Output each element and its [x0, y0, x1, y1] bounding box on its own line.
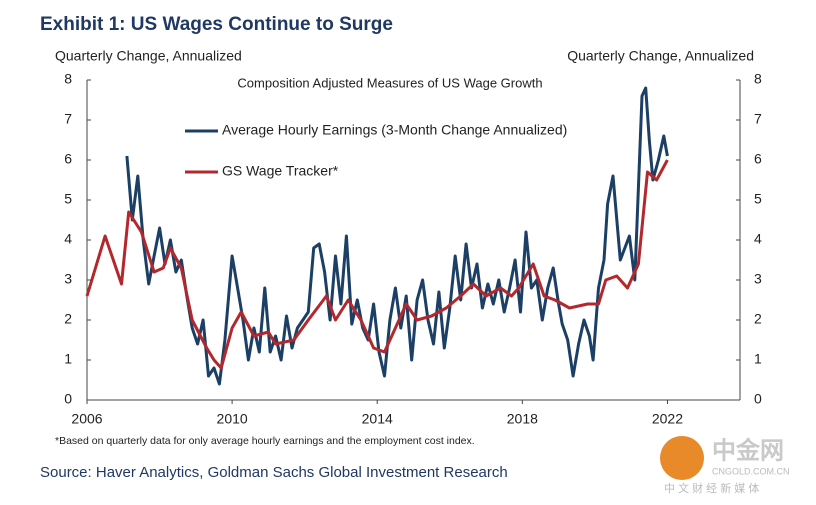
y-tick-label: 0: [64, 391, 72, 407]
y-tick-label: 3: [64, 271, 72, 287]
y2-tick-label: 7: [754, 111, 762, 127]
y-tick-label: 4: [64, 231, 72, 247]
x-tick-label: 2022: [652, 411, 683, 427]
watermark: 中 文 财 经 新 媒 体: [664, 481, 759, 495]
y-tick-label: 2: [64, 311, 72, 327]
y2-tick-label: 5: [754, 191, 762, 207]
legend-label: GS Wage Tracker*: [222, 163, 339, 179]
legend-label: Average Hourly Earnings (3-Month Change …: [222, 122, 567, 138]
footnote: *Based on quarterly data for only averag…: [55, 435, 475, 447]
y-tick-label: 5: [64, 191, 72, 207]
y-tick-label: 8: [64, 71, 72, 87]
y2-tick-label: 6: [754, 151, 762, 167]
y-tick-label: 7: [64, 111, 72, 127]
watermark: CNGOLD.COM.CN: [712, 466, 790, 476]
y2-tick-label: 3: [754, 271, 762, 287]
y-axis-label: Quarterly Change, Annualized: [55, 48, 242, 64]
source: Source: Haver Analytics, Goldman Sachs G…: [40, 464, 508, 481]
x-tick-label: 2014: [362, 411, 393, 427]
line-series: [85, 159, 669, 370]
x-tick-label: 2006: [71, 411, 102, 427]
y2-tick-label: 8: [754, 71, 762, 87]
chart-title: Exhibit 1: US Wages Continue to Surge: [40, 14, 393, 35]
watermark-logo: [660, 436, 704, 480]
subtitle: Composition Adjusted Measures of US Wage…: [237, 75, 542, 90]
y-tick-label: 6: [64, 151, 72, 167]
y-tick-label: 1: [64, 351, 72, 367]
watermark: 中金网: [712, 436, 784, 464]
line-series: [125, 86, 669, 386]
y2-tick-label: 1: [754, 351, 762, 367]
y2-tick-label: 2: [754, 311, 762, 327]
x-tick-label: 2010: [217, 411, 248, 427]
y2-tick-label: 4: [754, 231, 762, 247]
y2-axis-label: Quarterly Change, Annualized: [567, 48, 754, 64]
y2-tick-label: 0: [754, 391, 762, 407]
x-tick-label: 2018: [507, 411, 538, 427]
